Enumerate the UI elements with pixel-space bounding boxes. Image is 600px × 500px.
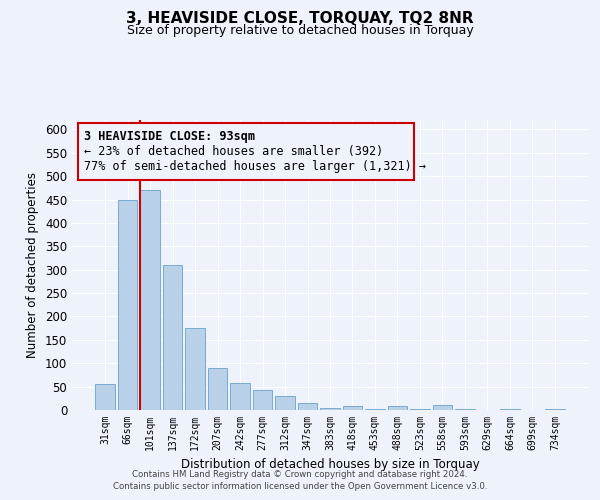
Bar — [320, 408, 340, 410]
Text: 3, HEAVISIDE CLOSE, TORQUAY, TQ2 8NR: 3, HEAVISIDE CLOSE, TORQUAY, TQ2 8NR — [126, 11, 474, 26]
Text: Contains HM Land Registry data © Crown copyright and database right 2024.: Contains HM Land Registry data © Crown c… — [132, 470, 468, 479]
Bar — [95, 384, 115, 410]
X-axis label: Distribution of detached houses by size in Torquay: Distribution of detached houses by size … — [181, 458, 479, 471]
Bar — [343, 406, 362, 410]
Bar — [253, 390, 272, 410]
Bar — [275, 396, 295, 410]
Bar — [545, 409, 565, 410]
Bar — [365, 409, 385, 410]
Text: Size of property relative to detached houses in Torquay: Size of property relative to detached ho… — [127, 24, 473, 37]
Text: ← 23% of detached houses are smaller (392): ← 23% of detached houses are smaller (39… — [84, 145, 383, 158]
Bar — [140, 190, 160, 410]
Bar — [455, 409, 475, 410]
Y-axis label: Number of detached properties: Number of detached properties — [26, 172, 40, 358]
Bar — [118, 200, 137, 410]
Bar — [230, 383, 250, 410]
Bar — [185, 328, 205, 410]
Bar — [410, 409, 430, 410]
Bar — [500, 408, 520, 410]
Bar — [163, 265, 182, 410]
Bar — [433, 406, 452, 410]
Bar — [208, 368, 227, 410]
Text: 77% of semi-detached houses are larger (1,321) →: 77% of semi-detached houses are larger (… — [84, 160, 426, 173]
Text: Contains public sector information licensed under the Open Government Licence v3: Contains public sector information licen… — [113, 482, 487, 491]
Bar — [298, 403, 317, 410]
Bar — [388, 406, 407, 410]
Text: 3 HEAVISIDE CLOSE: 93sqm: 3 HEAVISIDE CLOSE: 93sqm — [84, 130, 255, 143]
